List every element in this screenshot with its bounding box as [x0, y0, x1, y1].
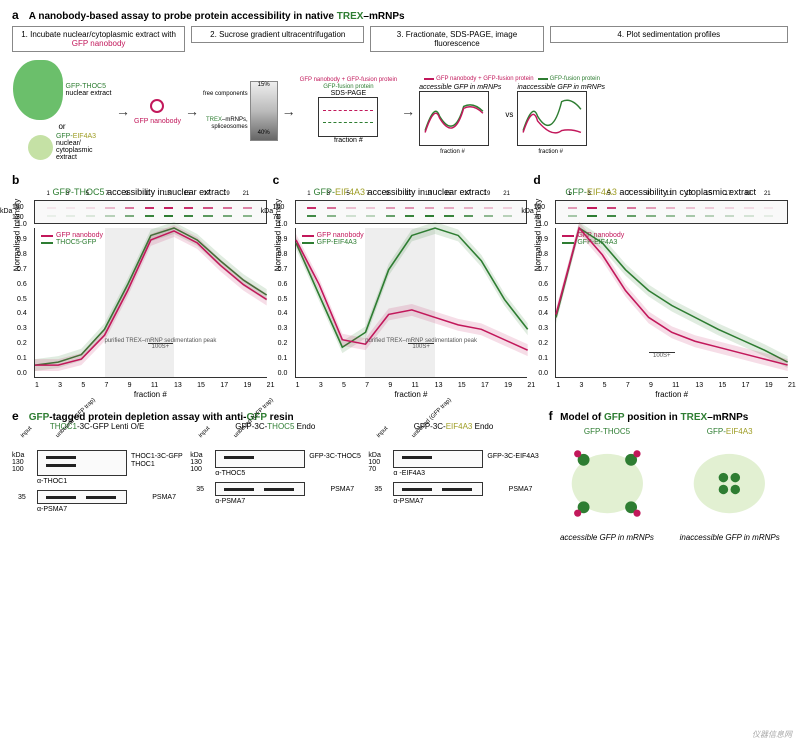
step-3: 3. Fractionate, SDS-PAGE, image fluoresc… [370, 26, 543, 52]
workflow-diagram: GFP-THOC5nuclear extract or GFP-EIF4A3nu… [12, 60, 788, 161]
thoc5-blob [13, 60, 63, 120]
panel-f-title: Model of GFP position in TREX–mRNPs [560, 412, 748, 423]
step-1: 1. Incubate nuclear/cytoplasmic extract … [12, 26, 185, 52]
panel-d: d GFP-EIF4A3 accessibility in cytoplasmi… [533, 173, 788, 399]
model2-label: GFP-EIF4A3 [671, 427, 788, 436]
model2-caption: inaccessible GFP in mRNPs [671, 533, 788, 542]
depletion-group: THOC1-3C-GFP Lenti O/E inputunbound (GFP… [12, 423, 539, 508]
eif4a3-blob [28, 135, 53, 160]
vs-label: vs [505, 110, 513, 119]
watermark: 仪器信息网 [752, 729, 792, 740]
arrow-icon: → [114, 103, 132, 119]
panel-e-label: e [12, 409, 19, 423]
inaccessible-label: inaccessible GFP in mRNPs [517, 84, 605, 91]
panel-a: a A nanobody-based assay to probe protei… [12, 8, 788, 161]
arrow-icon: → [280, 103, 298, 119]
plot-legend2: GFP-fusion protein [550, 76, 600, 82]
panel-c: c GFP-EIF4A3 accessibility in nuclear ex… [273, 173, 528, 399]
step-4: 4. Plot sedimentation profiles [550, 26, 788, 43]
gradient-tube: 15% 40% [250, 81, 278, 141]
workflow-steps: 1. Incubate nuclear/cytoplasmic extract … [12, 26, 788, 52]
sds-label: SDS-PAGE [331, 90, 367, 97]
model1-caption: accessible GFP in mRNPs [549, 533, 666, 542]
panel-a-title: A nanobody-based assay to probe protein … [29, 11, 405, 22]
model2-svg [671, 436, 788, 531]
panels-bcd: b GFP-THOC5 accessibility in nuclear ext… [12, 173, 788, 399]
thoc5-label: GFP-THOC5nuclear extract [66, 83, 112, 97]
model1-svg [549, 436, 666, 531]
mini-plot-inaccessible: fraction # [517, 91, 587, 146]
plot-legend1: GFP nanobody + GFP-fusion protein [436, 76, 533, 82]
gel-xaxis: fraction # [334, 137, 363, 144]
eif4a3-label: GFP-EIF4A3nuclear/cytoplasmicextract [56, 133, 96, 161]
arrow-icon: → [183, 103, 201, 119]
gel-fusion-label: GFP-fusion protein [323, 84, 373, 90]
or-text: or [58, 122, 65, 131]
panel-a-label: a [12, 8, 19, 22]
model1-label: GFP-THOC5 [549, 427, 666, 436]
nanobody-icon [147, 96, 167, 116]
gel-complex-label: GFP nanobody + GFP-fusion protein [300, 77, 397, 83]
panel-f: f Model of GFP position in TREX–mRNPs GF… [549, 409, 788, 542]
free-components-label: free components [203, 91, 248, 98]
trex-label: TREX–mRNPs,spliceosomes [203, 117, 248, 130]
mini-plot-accessible: fraction # [419, 91, 489, 146]
accessible-label: accessible GFP in mRNPs [419, 84, 501, 91]
nanobody-label: GFP nanobody [134, 118, 181, 125]
panel-e: e GFP-tagged protein depletion assay wit… [12, 409, 539, 542]
panels-ef: e GFP-tagged protein depletion assay wit… [12, 409, 788, 542]
gradient-top: 15% [251, 82, 277, 88]
gradient-bottom: 40% [251, 130, 277, 136]
panel-b: b GFP-THOC5 accessibility in nuclear ext… [12, 173, 267, 399]
step-2: 2. Sucrose gradient ultracentrifugation [191, 26, 364, 43]
arrow-icon: → [399, 103, 417, 119]
gel-schematic [318, 97, 378, 137]
panel-f-label: f [549, 409, 553, 423]
